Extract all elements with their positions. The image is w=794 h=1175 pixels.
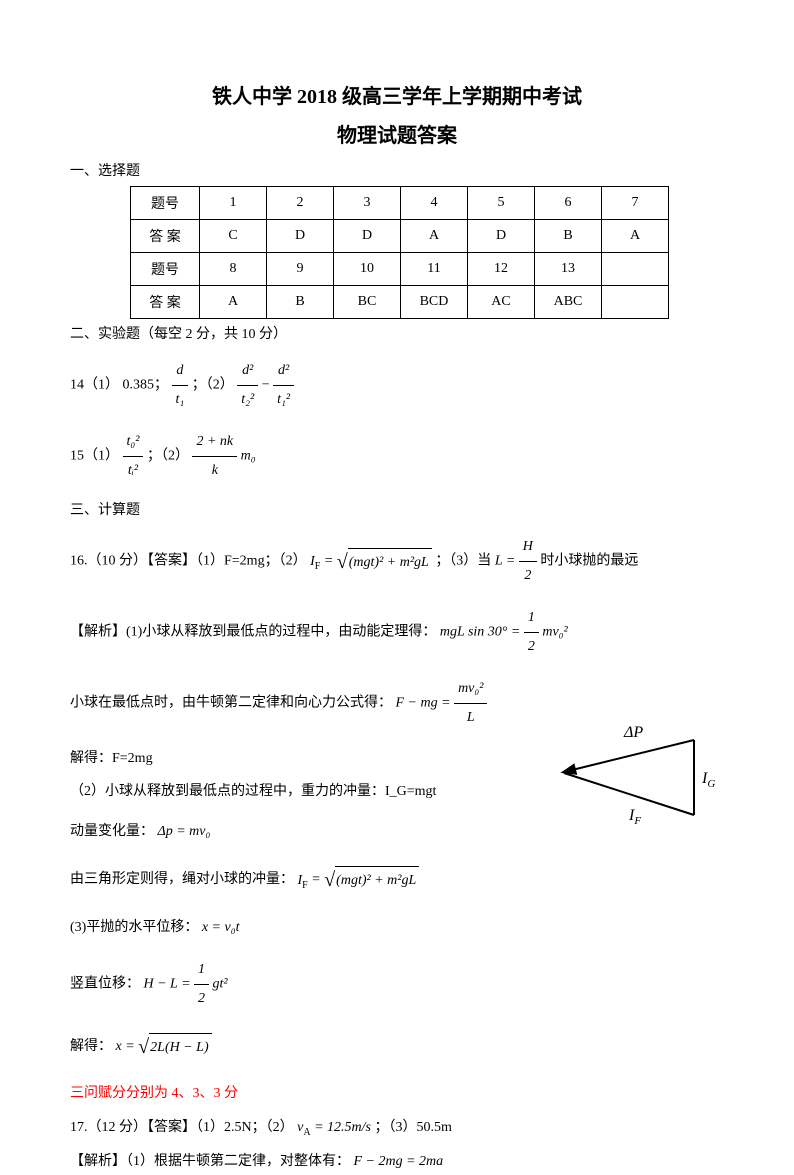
fraction: t₀² tᵢ²: [123, 428, 144, 485]
fraction: d² t₁²: [273, 357, 294, 414]
fraction: mv₀² L: [454, 675, 487, 732]
q17-answer-line: 17.（12 分）【答案】（1）2.5N；（2） vA = 12.5m/s ；（…: [70, 1115, 724, 1142]
q16-line-6: (3)平抛的水平位移： x = v₀t: [70, 914, 724, 942]
table-cell: 4: [401, 187, 468, 220]
q15-line: 15（1） t₀² tᵢ² ；（2） 2 + nk k m₀: [70, 428, 724, 485]
formula-if: IF =: [310, 554, 337, 569]
table-cell: 12: [468, 253, 535, 286]
table-cell: 7: [602, 187, 669, 220]
table-cell: BC: [334, 286, 401, 319]
table-cell: 9: [267, 253, 334, 286]
table-cell: D: [267, 220, 334, 253]
table-cell: 6: [535, 187, 602, 220]
fraction: 1 2: [194, 956, 209, 1013]
sqrt: √2L(H − L): [138, 1027, 211, 1067]
q16-line-5: 由三角形定则得，绳对小球的冲量： IF = √(mgt)² + m²gL: [70, 860, 724, 900]
fraction: H 2: [519, 533, 537, 590]
table-cell: 2: [267, 187, 334, 220]
table-cell: B: [267, 286, 334, 319]
title-line-1: 铁人中学 2018 级高三学年上学期期中考试: [70, 80, 724, 109]
table-cell: D: [468, 220, 535, 253]
q16-line-7: 竖直位移： H − L = 1 2 gt²: [70, 956, 724, 1013]
q15-prefix: 15（1）: [70, 449, 119, 464]
section-1-label: 一、选择题: [70, 160, 724, 180]
q16-answer-line: 16.（10 分）【答案】（1）F=2mg；（2） IF = √(mgt)² +…: [70, 533, 724, 590]
table-cell: 5: [468, 187, 535, 220]
minus: −: [262, 378, 273, 393]
fraction: d² t₂²: [237, 357, 258, 414]
table-row: 答 案 A B BC BCD AC ABC: [131, 286, 669, 319]
table-header: 题号: [131, 187, 200, 220]
table-header: 答 案: [131, 286, 200, 319]
table-header: 答 案: [131, 220, 200, 253]
table-cell: 11: [401, 253, 468, 286]
table-row: 题号 1 2 3 4 5 6 7: [131, 187, 669, 220]
table-cell: D: [334, 220, 401, 253]
q16-scoring: 三问赋分分别为 4、3、3 分: [70, 1081, 724, 1106]
fraction: d t₁: [172, 357, 189, 414]
table-header: 题号: [131, 253, 200, 286]
section-3-label: 三、计算题: [70, 499, 724, 519]
table-cell: B: [535, 220, 602, 253]
table-cell: [602, 286, 669, 319]
ig-label: IG: [701, 770, 715, 790]
table-cell: 10: [334, 253, 401, 286]
table-cell: A: [602, 220, 669, 253]
title-line-2: 物理试题答案: [70, 119, 724, 148]
sqrt: √(mgt)² + m²gL: [324, 860, 419, 900]
table-row: 答 案 C D D A D B A: [131, 220, 669, 253]
table-cell: 3: [334, 187, 401, 220]
table-cell: 13: [535, 253, 602, 286]
q14-line: 14（1） 0.385； d t₁ ；（2） d² t₂² − d² t₁²: [70, 357, 724, 414]
q16-analysis-1: 【解析】(1)小球从释放到最低点的过程中，由动能定理得： mgL sin 30°…: [70, 604, 724, 661]
q16-line-8: 解得： x = √2L(H − L): [70, 1027, 724, 1067]
q15-mid: ；（2）: [147, 449, 189, 464]
table-cell: A: [200, 286, 267, 319]
dp-label: ΔP: [623, 725, 643, 741]
q14-prefix: 14（1） 0.385；: [70, 378, 168, 393]
document-page: 铁人中学 2018 级高三学年上学期期中考试 物理试题答案 一、选择题 题号 1…: [0, 0, 794, 1123]
q16-line-2: 小球在最低点时，由牛顿第二定律和向心力公式得： F − mg = mv₀² L: [70, 675, 724, 732]
table-cell: C: [200, 220, 267, 253]
q15-suffix: m₀: [241, 449, 256, 464]
q17-analysis: 【解析】（1）根据牛顿第二定律，对整体有： F − 2mg = 2ma: [70, 1149, 724, 1174]
fraction: 1 2: [524, 604, 539, 661]
table-row: 题号 8 9 10 11 12 13: [131, 253, 669, 286]
fraction: 2 + nk k: [192, 428, 237, 485]
sqrt: √(mgt)² + m²gL: [337, 542, 432, 582]
q14-mid: ；（2）: [192, 378, 234, 393]
formula-if-2: IF =: [298, 873, 325, 888]
table-cell: BCD: [401, 286, 468, 319]
table-cell: 8: [200, 253, 267, 286]
vector-triangle-diagram: ΔP IF IG: [554, 725, 724, 845]
table-cell: AC: [468, 286, 535, 319]
section-2-label: 二、实验题（每空 2 分，共 10 分）: [70, 323, 724, 343]
table-cell: 1: [200, 187, 267, 220]
answer-table: 题号 1 2 3 4 5 6 7 答 案 C D D A D B A 题号 8 …: [130, 186, 669, 319]
if-label: IF: [628, 807, 641, 827]
table-cell: A: [401, 220, 468, 253]
table-cell: [602, 253, 669, 286]
formula-va: vA = 12.5m/s: [297, 1120, 371, 1135]
table-cell: ABC: [535, 286, 602, 319]
